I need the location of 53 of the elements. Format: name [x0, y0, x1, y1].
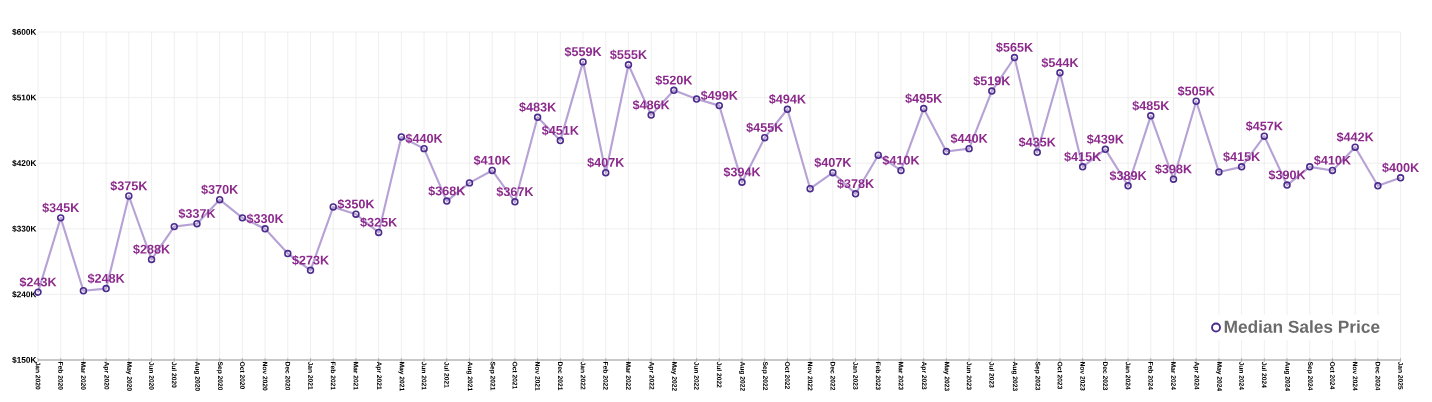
data-label: $457K: [1245, 120, 1283, 132]
data-label: $390K: [1268, 169, 1306, 181]
data-label: $520K: [655, 75, 693, 86]
data-label: $410K: [473, 155, 511, 166]
data-label: $400K: [1382, 162, 1420, 173]
data-label: $499K: [700, 90, 738, 101]
data-label: $485K: [1132, 100, 1170, 111]
data-label: $415K: [1064, 151, 1102, 162]
data-label: $345K: [42, 202, 80, 213]
data-label: $394K: [723, 166, 761, 178]
data-label: $455K: [746, 122, 784, 133]
data-label: $565K: [996, 42, 1033, 53]
data-label: $483K: [519, 102, 557, 113]
data-label: $495K: [905, 93, 943, 104]
y-tick-label: $600K: [12, 28, 37, 36]
data-label: $555K: [610, 49, 647, 60]
data-label: $378K: [837, 178, 875, 189]
y-tick-label: $240K: [12, 291, 37, 298]
data-label: $440K: [950, 133, 988, 144]
data-label: $325K: [360, 217, 398, 228]
data-label: $337K: [178, 208, 216, 219]
data-label: $398K: [1155, 163, 1192, 175]
data-label: $440K: [405, 133, 443, 144]
data-label: $442K: [1336, 131, 1374, 143]
data-label: $389K: [1109, 170, 1147, 181]
data-label: $330K: [246, 213, 284, 224]
data-label: $273K: [292, 255, 329, 266]
legend-label: Median Sales Price: [1224, 320, 1380, 333]
data-label: $486K: [632, 99, 670, 111]
data-label: $451K: [541, 125, 579, 136]
data-label: $439K: [1086, 134, 1124, 145]
data-label: $435K: [1018, 137, 1056, 148]
data-label: $559K: [564, 46, 602, 57]
data-label: $407K: [814, 157, 852, 168]
data-label: $350K: [337, 198, 375, 210]
data-label: $407K: [587, 157, 625, 168]
data-label: $410K: [882, 155, 920, 166]
data-label: $519K: [973, 75, 1011, 87]
data-label: $368K: [428, 185, 466, 197]
data-label: $415K: [1223, 151, 1261, 162]
data-label: $248K: [87, 273, 125, 284]
data-label: $544K: [1041, 57, 1079, 68]
data-label: $288K: [133, 244, 171, 255]
data-label: $410K: [1314, 155, 1351, 166]
data-label: $375K: [110, 180, 148, 192]
y-tick-label: $420K: [12, 159, 37, 167]
data-label: $367K: [496, 186, 534, 197]
data-label: $494K: [768, 94, 806, 105]
data-label: $243K: [19, 276, 57, 288]
y-tick-label: $330K: [12, 225, 37, 233]
data-label: $370K: [201, 184, 239, 195]
data-label: $505K: [1177, 86, 1215, 97]
y-tick-label: $510K: [12, 94, 37, 101]
